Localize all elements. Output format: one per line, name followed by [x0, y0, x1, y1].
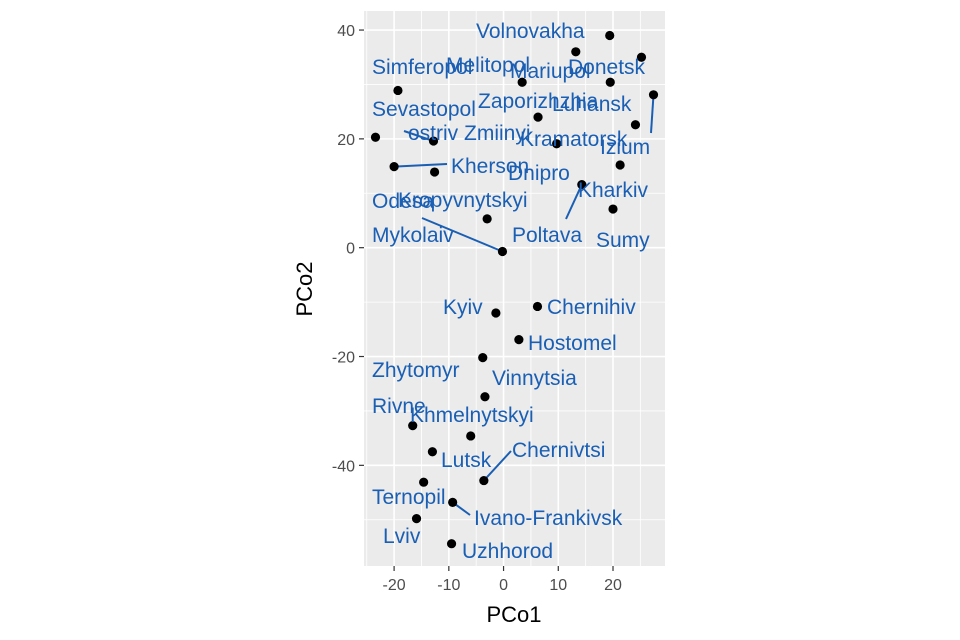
- label-mariupol: Mariupol: [510, 60, 591, 83]
- label-sevastopol: Sevastopol: [372, 98, 476, 121]
- point-chernivtsi: [479, 475, 489, 486]
- leader-chernivtsi: [483, 450, 512, 482]
- leader-kherson: [394, 163, 448, 168]
- label-ternopil: Ternopil: [372, 486, 446, 509]
- label-dnipro: Dnipro: [508, 162, 570, 185]
- point-donetsk: [636, 52, 647, 62]
- point-chernihiv: [532, 301, 543, 312]
- label-kropyvnytskyi: Kropyvnytskyi: [398, 189, 528, 212]
- major-gridlines: [364, 11, 665, 566]
- label-melitopol: Melitopol: [446, 54, 530, 77]
- label-khmelnytskyi: Khmelnytskyi: [410, 404, 534, 427]
- x-tick-label: 20: [604, 577, 622, 594]
- point-kramatorsk: [630, 120, 641, 130]
- label-rivne: Rivne: [372, 395, 426, 418]
- point-mariupol: [571, 47, 581, 57]
- label-hostomel: Hostomel: [528, 332, 617, 355]
- y-tick-label: -40: [332, 458, 355, 475]
- label-kharkiv: Kharkiv: [578, 179, 649, 202]
- point-mykolaiv: [497, 246, 508, 257]
- y-tick-label: 20: [337, 132, 355, 149]
- plot-panel: [364, 11, 665, 566]
- point-sevastopol: [370, 132, 381, 142]
- label-ostriv-zmiinyi: ostriv Zmiinyi: [408, 122, 531, 145]
- point-poltava: [577, 179, 587, 190]
- label-kherson: Kherson: [451, 155, 529, 178]
- y-tick-label: 0: [346, 241, 355, 258]
- point-odesa: [429, 167, 440, 177]
- point-sumy: [608, 204, 618, 214]
- point-luhansk: [605, 77, 615, 87]
- x-tick-label: 10: [549, 577, 567, 594]
- label-poltava: Poltava: [512, 224, 582, 247]
- x-tick-label: -20: [383, 577, 406, 594]
- label-chernivtsi: Chernivtsi: [512, 439, 605, 462]
- point-zhytomyr: [478, 353, 488, 363]
- data-points: [370, 30, 659, 549]
- point-kyiv: [491, 308, 501, 318]
- label-chernihiv: Chernihiv: [547, 296, 636, 319]
- leader-mykolaiv: [421, 217, 503, 253]
- axis-ticks: [359, 29, 614, 571]
- point-kropyvnytskyi: [482, 214, 492, 224]
- label-leader-lines: [394, 94, 655, 516]
- label-simferopol: Simferopol: [372, 56, 472, 79]
- point-lviv: [411, 514, 422, 524]
- point-ternopil: [419, 477, 429, 487]
- point-kherson: [389, 162, 399, 172]
- label-sumy: Sumy: [596, 229, 650, 252]
- point-zaporizhzhia: [533, 112, 543, 122]
- label-uzhhorod: Uzhhorod: [462, 540, 553, 563]
- y-tick-label: -20: [332, 350, 355, 367]
- label-lviv: Lviv: [383, 525, 421, 548]
- point-volnovakha: [605, 30, 615, 41]
- x-axis-title: PCo1: [486, 602, 541, 627]
- label-izium: Izium: [600, 136, 650, 159]
- label-odesa: Odesa: [372, 190, 434, 213]
- leader-izium: [650, 94, 655, 134]
- point-khmelnytskyi: [466, 431, 476, 441]
- point-hostomel: [514, 335, 524, 345]
- label-lutsk: Lutsk: [441, 449, 492, 472]
- label-donetsk: Donetsk: [568, 56, 646, 79]
- point-lutsk: [427, 447, 438, 457]
- point-rivne: [408, 421, 418, 431]
- point-ivano-frankivsk: [448, 497, 458, 507]
- x-tick-label: -10: [437, 577, 460, 594]
- y-axis-title: PCo2: [292, 261, 317, 316]
- label-zhytomyr: Zhytomyr: [372, 359, 460, 382]
- tick-labels: -20 -10 0 10 20 -40 -20 0 20 40: [332, 23, 622, 594]
- point-kharkiv: [615, 160, 625, 170]
- point-labels: Volnovakha DonetskMariupolMelitopolSimfer…: [372, 20, 650, 563]
- point-simferopol: [393, 85, 403, 96]
- label-kramatorsk: Kramatorsk: [520, 128, 628, 151]
- leader-ostriv-zmiinyi: [403, 130, 434, 142]
- label-luhansk: Luhansk: [552, 93, 632, 116]
- point-ostriv-zmiinyi: [428, 136, 439, 146]
- point-vinnytsia: [480, 392, 490, 402]
- label-kyiv: Kyiv: [443, 296, 483, 319]
- x-tick-label: 0: [499, 577, 508, 594]
- point-izium: [648, 90, 659, 100]
- label-volnovakha: Volnovakha: [476, 20, 585, 43]
- leader-poltava: [565, 184, 583, 220]
- label-zaporizhzhia: Zaporizhzhia: [478, 90, 599, 113]
- point-uzhhorod: [446, 539, 457, 549]
- y-tick-label: 40: [337, 23, 355, 40]
- label-ivano-frankivsk: Ivano-Frankivsk: [474, 507, 623, 530]
- label-vinnytsia: Vinnytsia: [492, 367, 577, 390]
- point-dnipro: [552, 139, 562, 149]
- point-melitopol: [517, 77, 527, 87]
- label-mykolaiv: Mykolaiv: [372, 224, 454, 247]
- minor-gridlines: [364, 11, 665, 566]
